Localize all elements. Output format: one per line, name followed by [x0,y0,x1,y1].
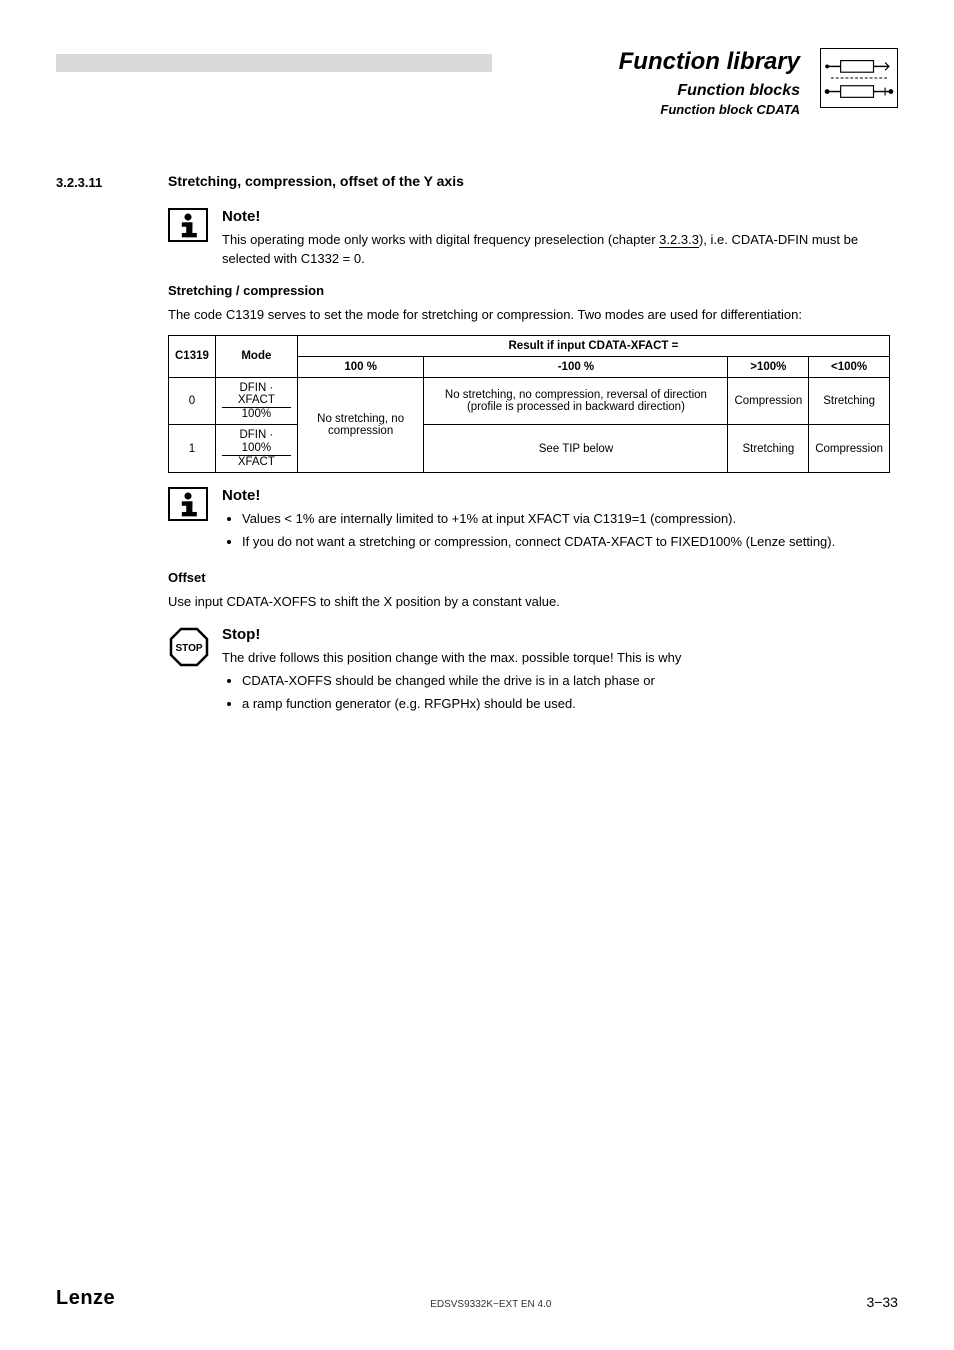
note2-bullets: Values < 1% are internally limited to +1… [242,510,835,552]
section-number: 3.2.3.11 [56,173,168,190]
info-icon [168,487,208,521]
cell-c1319-1: 1 [169,425,216,473]
note-heading-2: Note! [222,487,835,504]
stop-icon: STOP [168,626,210,668]
cell-mode-1: DFIN · 100% XFACT [215,425,297,473]
mode-table: C1319 Mode Result if input CDATA-XFACT =… [168,335,890,474]
offset-subhead: Offset [168,570,890,585]
cell-mode-0: DFIN · XFACT 100% [215,377,297,425]
note-block-1: Note! This operating mode only works wit… [168,208,898,269]
table-row: 1 DFIN · 100% XFACT See TIP below Stretc… [169,425,890,473]
cell-lt100-1: Compression [809,425,890,473]
cell-lt100-0: Stretching [809,377,890,425]
formula0-num: DFIN · XFACT [222,382,291,408]
header-gray-band [56,54,492,72]
th-mode: Mode [215,335,297,377]
th-c1319: C1319 [169,335,216,377]
footer-docid: EDSVS9332K−EXT EN 4.0 [430,1299,551,1310]
cell-100-merged: No stretching, no compression [297,377,424,473]
offset-para: Use input CDATA-XOFFS to shift the X pos… [168,593,890,612]
info-icon [168,208,208,242]
table-header-row-1: C1319 Mode Result if input CDATA-XFACT = [169,335,890,356]
note2-bullet-1: If you do not want a stretching or compr… [242,533,835,552]
note-heading-1: Note! [222,208,898,225]
stretching-subhead: Stretching / compression [168,283,890,298]
stop-bullet-0: CDATA-XOFFS should be changed while the … [242,672,681,691]
table-row: 0 DFIN · XFACT 100% No stretching, no co… [169,377,890,425]
th-gt100: >100% [728,356,809,377]
stretching-para: The code C1319 serves to set the mode fo… [168,306,890,325]
th-result-group: Result if input CDATA-XFACT = [297,335,889,356]
th-100: 100 % [297,356,424,377]
section-title: Stretching, compression, offset of the Y… [168,173,464,190]
footer-brand: Lenze [56,1287,115,1310]
note-block-2: Note! Values < 1% are internally limited… [168,487,898,556]
note-text-1: This operating mode only works with digi… [222,231,898,269]
title-sub2: Function block CDATA [508,102,800,117]
svg-text:STOP: STOP [175,643,202,654]
header-titles: Function library Function blocks Functio… [492,48,812,117]
footer-pageno: 3−33 [866,1294,898,1310]
cell-neg100-0: No stretching, no compression, reversal … [424,377,728,425]
stop-bullets: CDATA-XOFFS should be changed while the … [242,672,681,714]
formula1-num: DFIN · 100% [222,429,291,455]
title-main: Function library [508,48,800,76]
cell-gt100-1: Stretching [728,425,809,473]
stop-bullet-1: a ramp function generator (e.g. RFGPHx) … [242,695,681,714]
formula1-den: XFACT [222,456,291,469]
cell-neg100-1: See TIP below [424,425,728,473]
th-neg100: -100 % [424,356,728,377]
stop-block: STOP Stop! The drive follows this positi… [168,626,898,718]
th-lt100: <100% [809,356,890,377]
title-sub1: Function blocks [508,82,800,100]
page-header: Function library Function blocks Functio… [56,48,898,117]
offset-block: Offset Use input CDATA-XOFFS to shift th… [168,570,890,612]
function-block-icon [820,48,898,108]
formula0-den: 100% [222,408,291,421]
cell-c1319-0: 0 [169,377,216,425]
note2-bullet-0: Values < 1% are internally limited to +1… [242,510,835,529]
page-footer: Lenze EDSVS9332K−EXT EN 4.0 3−33 [56,1287,898,1310]
chapter-link[interactable]: 3.2.3.3 [659,232,699,248]
section-heading-row: 3.2.3.11 Stretching, compression, offset… [56,173,898,190]
cell-gt100-0: Compression [728,377,809,425]
stop-lead: The drive follows this position change w… [222,649,681,668]
note1-text-a: This operating mode only works with digi… [222,232,659,247]
stop-heading: Stop! [222,626,681,643]
stretching-block: Stretching / compression The code C1319 … [168,283,890,474]
